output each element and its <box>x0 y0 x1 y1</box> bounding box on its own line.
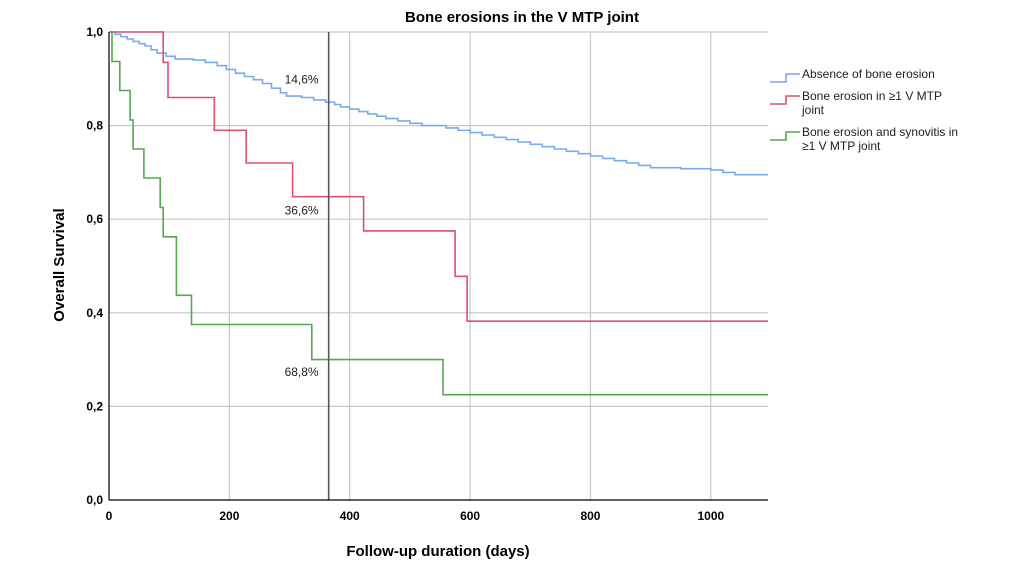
x-tick-label: 1000 <box>697 509 724 523</box>
y-tick-label: 0,8 <box>86 119 103 133</box>
series-line-2 <box>109 31 768 322</box>
legend-label-3: Bone erosion and synovitis in ≥1 V MTP jo… <box>802 125 958 153</box>
survival-annotation: 68,8% <box>285 365 319 379</box>
y-axis-label: Overall Survival <box>51 208 68 321</box>
survival-annotation: 14,6% <box>285 72 319 86</box>
series-line-1 <box>109 31 768 176</box>
x-tick-label: 200 <box>219 509 239 523</box>
x-tick-label: 800 <box>580 509 600 523</box>
axes <box>108 32 768 501</box>
series-layer <box>109 31 768 396</box>
survival-annotation: 36,6% <box>285 204 319 218</box>
y-tick-label: 0,2 <box>86 399 103 413</box>
y-tick-label: 1,0 <box>86 25 103 39</box>
legend-label-2: Bone erosion in ≥1 V MTP joint <box>801 89 942 117</box>
legend-swatch-1 <box>770 73 800 83</box>
legend-label-1: Absence of bone erosion <box>802 67 935 81</box>
y-tick-label: 0,4 <box>86 306 103 320</box>
legend: Absence of bone erosion Bone erosion in ≥… <box>770 67 958 153</box>
x-tick-label: 600 <box>460 509 480 523</box>
tick-labels: 0 200 400 600 800 1000 0,0 0,2 0,4 0,6 0,8 1,0 <box>86 25 724 523</box>
legend-swatch-3 <box>770 131 800 141</box>
y-tick-label: 0,0 <box>86 493 103 507</box>
chart-title: Bone erosions in the V MTP joint <box>405 9 639 26</box>
x-tick-label: 0 <box>106 509 113 523</box>
x-axis-label: Follow-up duration (days) <box>346 543 529 560</box>
series-line-3 <box>109 31 768 396</box>
x-tick-label: 400 <box>340 509 360 523</box>
legend-swatch-2 <box>770 95 800 105</box>
gridlines <box>109 31 768 500</box>
annotations: 14,6% 36,6% 68,8% <box>285 72 319 379</box>
y-tick-label: 0,6 <box>86 212 103 226</box>
